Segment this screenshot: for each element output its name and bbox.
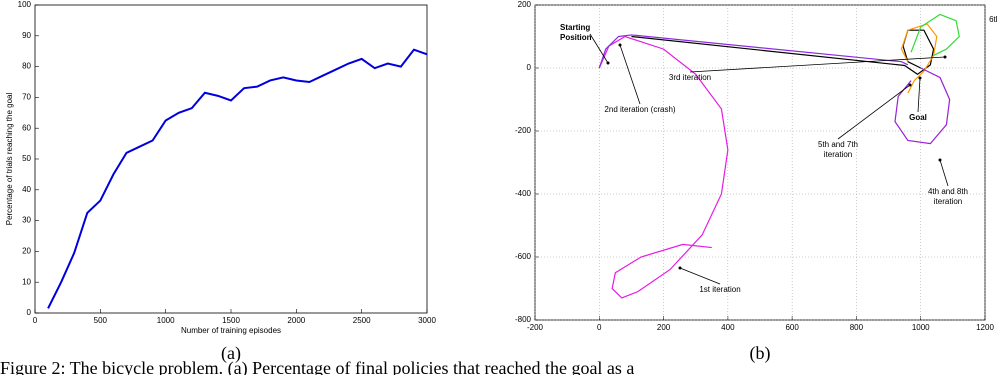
- x-tick-label: 0: [597, 323, 602, 332]
- x-tick-label: 0: [33, 316, 38, 325]
- annotation: iteration: [824, 150, 852, 159]
- y-tick-label: 0: [27, 308, 32, 317]
- y-tick-label: 30: [22, 216, 31, 225]
- annotation-arrow: [837, 84, 911, 140]
- plot-area: [534, 4, 986, 321]
- x-tick-label: -200: [527, 323, 544, 332]
- x-tick-label: 2000: [287, 316, 305, 325]
- y-tick-label: 80: [22, 62, 31, 71]
- annotation-arrow: [619, 44, 641, 105]
- annotation-arrow: [589, 33, 609, 64]
- annotation: Starting: [560, 23, 590, 32]
- annotation-arrow: [917, 77, 921, 113]
- trajectory-line: [631, 29, 935, 76]
- x-tick-label: 1500: [222, 316, 240, 325]
- y-tick-label: 200: [518, 0, 532, 9]
- annotation: Position: [560, 33, 592, 42]
- annotation: 6th iteration: [989, 15, 997, 24]
- plot-area: [34, 4, 428, 314]
- x-tick-label: 1000: [912, 323, 930, 332]
- y-tick-label: -200: [515, 126, 532, 135]
- caption: Figure 2: The bicycle problem. (a) Perce…: [0, 358, 634, 375]
- y-tick-label: -400: [515, 189, 532, 198]
- trajectory-line: [894, 67, 951, 145]
- x-tick-label: 600: [785, 323, 799, 332]
- panel-label: (b): [750, 343, 771, 364]
- x-tick-label: 1200: [976, 323, 994, 332]
- y-tick-label: -800: [515, 315, 532, 324]
- arrow-head: [938, 158, 942, 162]
- y-tick-label: 100: [18, 0, 32, 9]
- arrow-head: [918, 76, 922, 80]
- trajectory-line: [900, 23, 938, 94]
- annotation: 5th and 7th: [818, 140, 858, 149]
- y-tick-label: 70: [22, 93, 31, 102]
- y-tick-label: 0: [527, 63, 532, 72]
- x-tick-label: 800: [850, 323, 864, 332]
- x-tick-label: 200: [657, 323, 671, 332]
- x-tick-label: 500: [94, 316, 108, 325]
- y-tick-label: 50: [22, 154, 31, 163]
- x-axis-label: Number of training episodes: [181, 326, 281, 335]
- y-tick-label: 90: [22, 31, 31, 40]
- annotation-arrow: [939, 159, 949, 187]
- y-tick-label: 60: [22, 123, 31, 132]
- annotation: iteration: [934, 197, 962, 206]
- x-tick-label: 1000: [157, 316, 175, 325]
- trajectory-line: [598, 34, 909, 69]
- annotation-arrow: [689, 56, 946, 73]
- x-tick-label: 2500: [353, 316, 371, 325]
- panel-label: (a): [221, 343, 241, 364]
- annotation: Goal: [909, 113, 927, 122]
- trajectory-line: [910, 13, 960, 56]
- x-tick-label: 3000: [418, 316, 436, 325]
- arrow-head: [618, 43, 622, 47]
- y-tick-label: 20: [22, 247, 31, 256]
- arrow-head: [943, 55, 947, 59]
- y-tick-label: 40: [22, 185, 31, 194]
- y-tick-label: -600: [515, 252, 532, 261]
- x-tick-label: 400: [721, 323, 735, 332]
- y-axis-label: Percentage of trials reaching the goal: [5, 93, 14, 226]
- annotation: 2nd iteration (crash): [604, 105, 675, 114]
- annotation: 3rd iteration: [669, 73, 711, 82]
- y-tick-label: 10: [22, 277, 31, 286]
- annotation-arrow: [679, 267, 721, 285]
- trajectory-line: [598, 35, 729, 299]
- arrow-head: [606, 61, 610, 65]
- annotation: 4th and 8th: [928, 187, 968, 196]
- annotation: 1st iteration: [699, 285, 740, 294]
- trajectory-line: [47, 48, 428, 309]
- arrow-head: [678, 266, 682, 270]
- arrow-head: [908, 83, 912, 87]
